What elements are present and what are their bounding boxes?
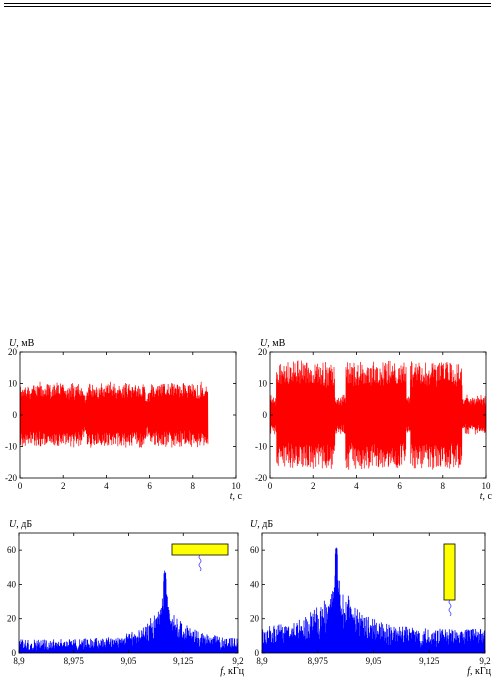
x-axis-label: f, кГц: [220, 666, 244, 677]
y-axis-unit: , дБ: [16, 519, 32, 530]
x-tick-label: 4: [104, 481, 109, 491]
y-tick-label: 0: [263, 410, 268, 420]
x-tick-label: 0: [268, 481, 273, 491]
y-tick-label: -10: [5, 442, 17, 452]
x-tick-label: 8: [191, 481, 196, 491]
x-tick-label: 0: [18, 481, 23, 491]
x-axis-unit: , с: [233, 491, 243, 502]
x-axis-unit: , кГц: [470, 666, 492, 677]
x-tick-label: 8,9: [13, 656, 25, 666]
spectrum-series: [262, 547, 485, 653]
x-tick-label: 9,05: [366, 656, 382, 666]
y-tick-label: 60: [250, 545, 260, 555]
chart-time-left: 0 2 4 6 8 10 20 10 0 -10 -20 U, мВ t, с: [5, 338, 243, 502]
x-tick-label: 9,125: [419, 656, 440, 666]
x-tick-label: 9,05: [121, 656, 137, 666]
sensor-spring: [448, 599, 452, 617]
x-axis-var: f: [467, 666, 471, 677]
x-tick-label: 10: [232, 481, 242, 491]
y-axis-var: U: [250, 519, 258, 530]
signal-series: [20, 381, 209, 448]
y-axis-label: U, мВ: [260, 338, 286, 349]
y-axis-unit: , мВ: [16, 338, 34, 349]
x-axis-label: t, с: [480, 491, 493, 502]
y-tick-label: 20: [258, 347, 268, 357]
x-axis-unit: , кГц: [223, 666, 245, 677]
y-tick-label: 10: [258, 379, 268, 389]
header-rule-top: [4, 3, 491, 4]
x-tick-label: 9,2: [232, 656, 243, 666]
y-axis-label: U, дБ: [250, 519, 273, 530]
spectrum-series: [19, 570, 238, 653]
x-axis-var: t: [230, 491, 233, 502]
y-tick-label: -20: [255, 473, 267, 483]
y-tick-label: -20: [5, 473, 17, 483]
x-tick-label: 2: [311, 481, 316, 491]
x-tick-label: 10: [482, 481, 492, 491]
signal-series: [270, 360, 486, 470]
x-tick-label: 8,975: [308, 656, 329, 666]
chart-time-right: 0 2 4 6 8 10 20 10 0 -10 -20 U, мВ t, с: [255, 338, 493, 502]
y-tick-label: -10: [255, 442, 267, 452]
x-tick-label: 8: [441, 481, 446, 491]
y-tick-label: 40: [7, 579, 17, 589]
sensor-bar-vertical: [443, 543, 456, 601]
x-axis-label: t, с: [230, 491, 243, 502]
x-tick-label: 6: [147, 481, 152, 491]
x-axis-label: f, кГц: [467, 666, 491, 677]
y-tick-label: 20: [8, 347, 18, 357]
y-axis-var: U: [9, 338, 17, 349]
plot-area: [20, 381, 209, 448]
sensor-bar-horizontal: [171, 543, 229, 556]
header-rule-bottom: [4, 6, 491, 7]
y-tick-label: 20: [7, 614, 17, 624]
x-tick-label: 8,975: [64, 656, 85, 666]
chart-spectrum-left: 8,9 8,975 9,05 9,125 9,2 60 40 20 0 U, дБ f, кГц: [7, 519, 245, 677]
y-tick-label: 60: [7, 545, 17, 555]
x-axis-var: t: [480, 491, 483, 502]
y-tick-label: 10: [8, 379, 18, 389]
y-tick-label: 20: [250, 614, 260, 624]
x-axis-unit: , с: [483, 491, 493, 502]
x-tick-label: 4: [354, 481, 359, 491]
x-tick-label: 8,9: [256, 656, 268, 666]
y-axis-var: U: [9, 519, 17, 530]
plot-area: [270, 360, 486, 470]
x-tick-label: 9,2: [479, 656, 490, 666]
plot-area: [262, 547, 485, 653]
x-tick-label: 2: [61, 481, 66, 491]
x-tick-label: 6: [397, 481, 402, 491]
y-axis-unit: , дБ: [257, 519, 273, 530]
plot-area: [19, 570, 238, 653]
sensor-spring: [198, 554, 202, 572]
y-axis-label: U, дБ: [9, 519, 32, 530]
y-axis-label: U, мВ: [9, 338, 35, 349]
y-tick-label: 0: [255, 648, 260, 658]
y-tick-label: 0: [12, 648, 17, 658]
y-tick-label: 40: [250, 579, 260, 589]
x-tick-label: 9,125: [173, 656, 194, 666]
x-axis-var: f: [220, 666, 224, 677]
y-tick-label: 0: [13, 410, 18, 420]
chart-spectrum-right: 8,9 8,975 9,05 9,125 9,2 60 40 20 0 U, дБ f, кГц: [250, 519, 492, 677]
y-axis-var: U: [260, 338, 268, 349]
y-axis-unit: , мВ: [267, 338, 285, 349]
